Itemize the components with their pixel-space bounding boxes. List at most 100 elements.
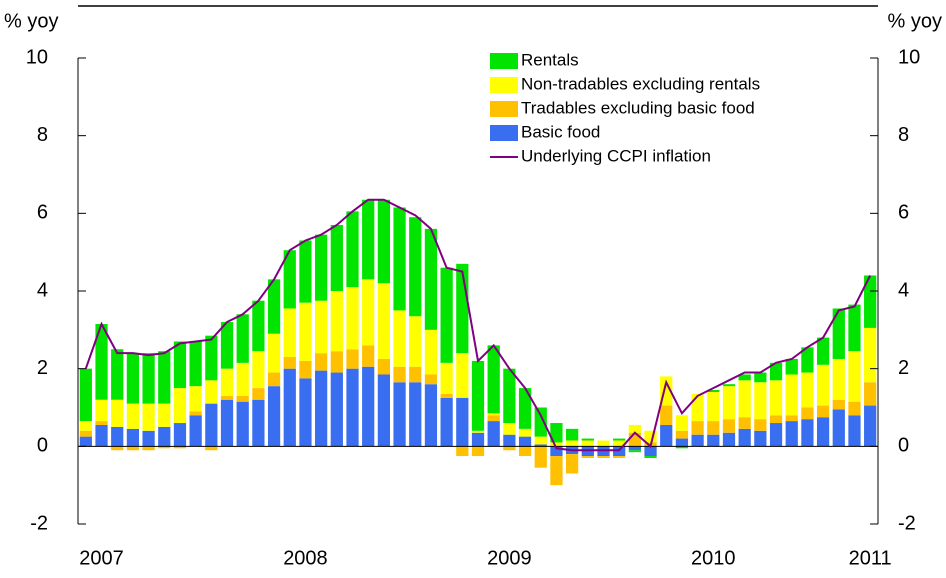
bar-segment bbox=[377, 199, 390, 284]
bar-segment bbox=[393, 310, 406, 367]
bar-segment bbox=[816, 364, 830, 406]
bar-segment bbox=[409, 366, 422, 383]
bar-segment bbox=[864, 327, 877, 383]
bar-segment bbox=[362, 366, 375, 447]
bar-segment bbox=[393, 366, 406, 383]
bar-segment bbox=[613, 456, 626, 458]
bar-segment bbox=[424, 384, 438, 447]
bar-segment bbox=[236, 395, 249, 402]
legend-swatch bbox=[490, 53, 518, 69]
bar-segment bbox=[362, 345, 375, 367]
bar-segment bbox=[675, 446, 689, 449]
bar-segment bbox=[267, 386, 281, 447]
x-tick-label: 2007 bbox=[79, 547, 124, 569]
legend-swatch bbox=[490, 77, 518, 93]
bar-segment bbox=[471, 432, 485, 447]
bar-segment bbox=[738, 380, 751, 418]
bar-segment bbox=[142, 430, 155, 447]
bar-segment bbox=[832, 409, 845, 447]
bar-segment bbox=[79, 421, 92, 431]
legend-label: Tradables excluding basic food bbox=[521, 98, 755, 117]
bar-segment bbox=[816, 417, 830, 447]
legend-label: Rentals bbox=[521, 50, 579, 69]
y2-tick-label: 4 bbox=[898, 279, 909, 301]
bar-segment bbox=[315, 353, 328, 371]
bar-segment bbox=[267, 279, 281, 334]
y-tick-label: 6 bbox=[37, 202, 48, 224]
bar-segment bbox=[299, 360, 312, 379]
bar-segment bbox=[158, 351, 171, 404]
bar-segment bbox=[126, 428, 140, 447]
bar-segment bbox=[111, 426, 124, 447]
y-tick-label: 10 bbox=[26, 46, 48, 68]
bar-segment bbox=[503, 368, 516, 424]
bar-segment bbox=[299, 378, 312, 447]
bar-segment bbox=[550, 442, 563, 447]
bar-segment bbox=[440, 362, 453, 394]
bar-segment bbox=[346, 349, 359, 369]
bar-segment bbox=[220, 395, 234, 400]
y2-tick-label: -2 bbox=[898, 512, 916, 534]
bar-segment bbox=[738, 417, 751, 429]
bar-segment bbox=[377, 283, 390, 359]
bar-segment bbox=[471, 446, 485, 457]
y2-tick-label: 8 bbox=[898, 124, 909, 146]
bar-segment bbox=[79, 430, 92, 437]
bar-segment bbox=[440, 397, 453, 447]
bar-segment bbox=[79, 368, 92, 422]
x-tick-label: 2008 bbox=[283, 547, 328, 569]
bar-segment bbox=[126, 446, 140, 451]
bar-segment bbox=[707, 391, 720, 422]
bar-segment bbox=[487, 421, 500, 447]
bar-segment bbox=[581, 456, 594, 458]
bar-segment bbox=[675, 415, 689, 431]
bar-segment bbox=[189, 386, 202, 412]
y2-tick-label: 10 bbox=[898, 46, 920, 68]
bar-segment bbox=[864, 275, 877, 328]
legend-label: Non-tradables excluding rentals bbox=[521, 74, 760, 93]
bar-segment bbox=[189, 415, 202, 447]
bar-segment bbox=[754, 382, 767, 420]
bar-segment bbox=[518, 436, 532, 447]
bar-segment bbox=[864, 382, 877, 406]
bar-segment bbox=[205, 380, 218, 404]
y-tick-label: -2 bbox=[30, 512, 48, 534]
bar-segment bbox=[267, 372, 281, 387]
bar-segment bbox=[848, 351, 861, 402]
bar-segment bbox=[738, 374, 751, 381]
y-tick-label: 0 bbox=[37, 435, 48, 457]
bar-segment bbox=[252, 300, 265, 352]
bar-segment bbox=[848, 401, 861, 416]
bar-segment bbox=[832, 399, 845, 410]
bar-segment bbox=[252, 388, 265, 400]
bar-segment bbox=[79, 436, 92, 447]
bar-segment bbox=[456, 353, 469, 398]
bar-segment bbox=[801, 407, 814, 420]
bar-segment bbox=[440, 267, 453, 363]
bar-segment bbox=[205, 335, 218, 381]
bar-segment bbox=[722, 386, 736, 420]
bar-segment bbox=[283, 368, 296, 447]
bar-segment bbox=[534, 407, 547, 437]
bar-segment bbox=[377, 374, 390, 447]
bar-segment bbox=[487, 413, 500, 416]
bar-segment bbox=[613, 440, 626, 447]
bar-segment bbox=[173, 341, 187, 389]
bar-segment bbox=[220, 368, 234, 396]
bar-segment bbox=[864, 405, 877, 447]
bar-segment bbox=[252, 351, 265, 389]
y2-tick-label: 0 bbox=[898, 435, 909, 457]
bar-segment bbox=[283, 250, 296, 309]
bar-segment bbox=[158, 403, 171, 427]
bar-segment bbox=[346, 287, 359, 350]
bar-segment bbox=[95, 424, 108, 447]
bar-segment bbox=[597, 440, 610, 447]
bar-segment bbox=[283, 357, 296, 369]
bar-segment bbox=[299, 302, 312, 361]
bar-segment bbox=[503, 423, 516, 435]
bar-segment bbox=[816, 337, 830, 365]
bar-segment bbox=[769, 362, 783, 381]
legend-swatch bbox=[490, 125, 518, 141]
bar-segment bbox=[769, 415, 783, 424]
bar-segment bbox=[566, 454, 579, 474]
